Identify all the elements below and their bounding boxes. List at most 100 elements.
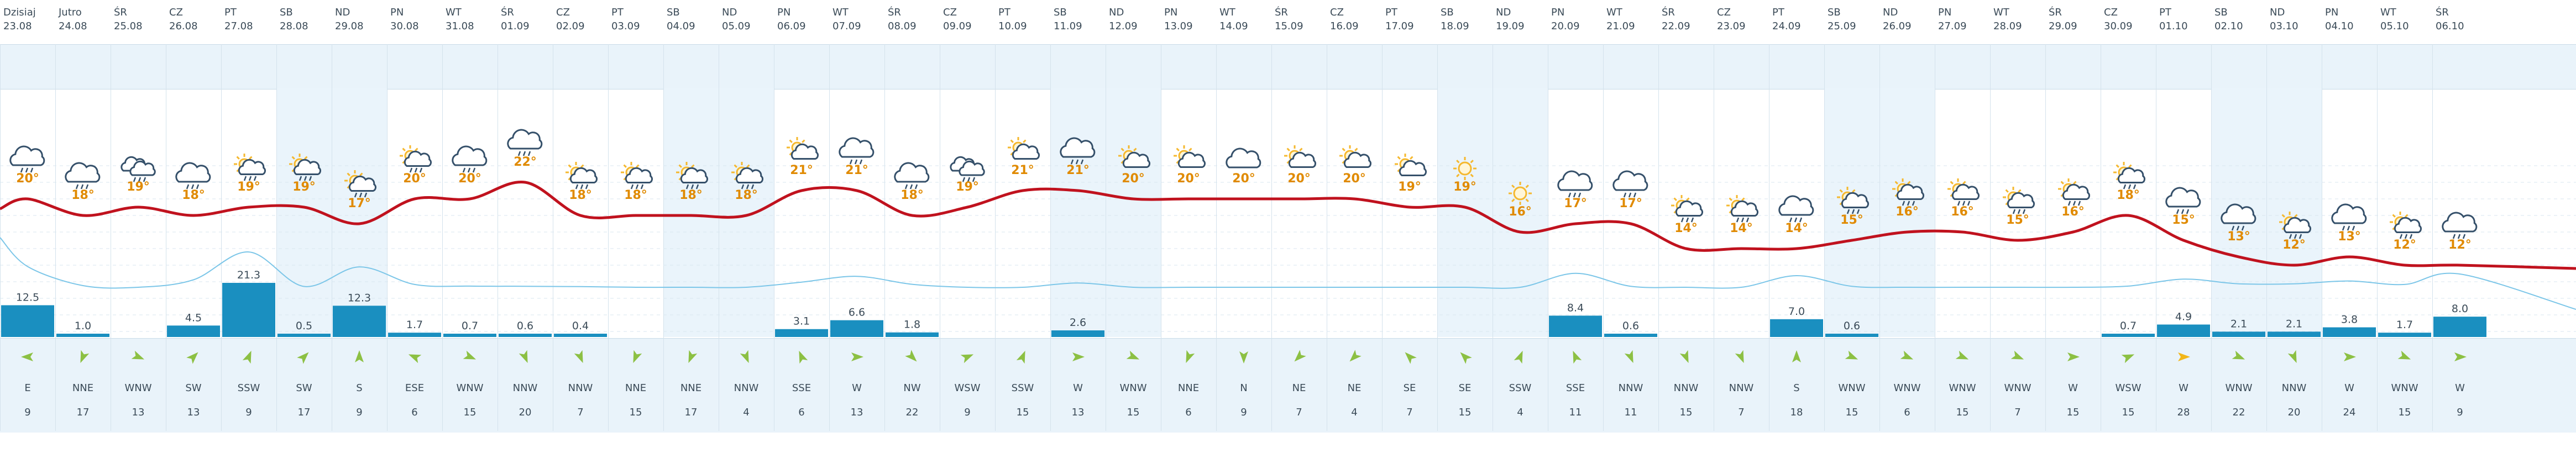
precip-value: 3.1 <box>793 315 810 328</box>
day-header-cell[interactable]: PT 01.10 <box>2156 0 2211 44</box>
sun-cloud-rain-icon <box>566 162 598 189</box>
day-header-cell[interactable]: ND 12.09 <box>1106 0 1161 44</box>
day-date: 26.08 <box>169 20 198 32</box>
day-header-cell[interactable]: ND 26.09 <box>1879 0 1935 44</box>
day-date: 29.09 <box>2049 20 2077 32</box>
cloud-rain-icon <box>1778 195 1814 223</box>
day-date: 23.09 <box>1717 20 1746 32</box>
wind-cell: WNW 15 <box>1935 338 1990 432</box>
day-header-cell[interactable]: Dzisiaj 23.08 <box>0 0 55 44</box>
day-header-cell[interactable]: ND 03.10 <box>2266 0 2322 44</box>
day-header-cell[interactable]: SB 28.08 <box>276 0 332 44</box>
day-header-cell[interactable]: PT 24.09 <box>1769 0 1824 44</box>
day-header-cell[interactable]: ŚR 01.09 <box>498 0 553 44</box>
day-date: 24.08 <box>59 20 87 32</box>
temperature-label: 18° <box>569 188 592 202</box>
wind-arrow-icon <box>55 348 111 366</box>
day-header-cell[interactable]: SB 02.10 <box>2211 0 2266 44</box>
day-date: 11.09 <box>1054 20 1082 32</box>
day-header-cell[interactable]: SB 18.09 <box>1437 0 1493 44</box>
day-header-cell[interactable]: ŚR 15.09 <box>1271 0 1327 44</box>
day-name: PT <box>224 7 237 18</box>
day-header-cell[interactable]: PT 17.09 <box>1382 0 1437 44</box>
day-header-cell[interactable]: SB 04.09 <box>663 0 719 44</box>
day-date: 01.10 <box>2159 20 2188 32</box>
day-header-cell[interactable]: WT 14.09 <box>1216 0 1271 44</box>
day-header-cell[interactable]: Jutro 24.08 <box>55 0 111 44</box>
wind-direction: SSW <box>1011 382 1034 394</box>
precip-value: 2.6 <box>1070 317 1086 329</box>
temperature-label: 14° <box>1674 222 1698 235</box>
sun-cloud-icon <box>1339 145 1371 168</box>
precip-bar <box>2212 331 2265 337</box>
day-date: 10.09 <box>998 20 1027 32</box>
day-header-cell[interactable]: ŚR 22.09 <box>1658 0 1714 44</box>
day-header-cell[interactable]: CZ 09.09 <box>940 0 995 44</box>
day-header-cell[interactable]: PT 27.08 <box>221 0 276 44</box>
wind-arrow-icon <box>940 348 995 366</box>
partly-cloudy-rain-icon <box>121 156 156 182</box>
day-header-cell[interactable]: ŚR 29.09 <box>2045 0 2101 44</box>
wind-direction: NW <box>903 382 921 394</box>
day-header-cell[interactable]: CZ 26.08 <box>166 0 221 44</box>
wind-arrow-icon <box>1216 348 1271 366</box>
day-header-row <box>0 44 2576 89</box>
day-header-cell[interactable]: PN 06.09 <box>774 0 829 44</box>
day-date: 21.09 <box>1606 20 1635 32</box>
precip-bar <box>56 334 109 337</box>
day-header-cell[interactable]: WT 21.09 <box>1603 0 1658 44</box>
day-header-cell[interactable]: ND 19.09 <box>1493 0 1548 44</box>
day-header-cell[interactable]: PN 27.09 <box>1935 0 1990 44</box>
column-divider <box>387 44 388 431</box>
day-header-cell[interactable]: WT 05.10 <box>2377 0 2432 44</box>
day-header-cell[interactable]: CZ 16.09 <box>1327 0 1382 44</box>
wind-arrow-icon <box>719 348 774 366</box>
day-header-cell[interactable]: ND 29.08 <box>332 0 387 44</box>
day-header-cell[interactable]: PT 10.09 <box>995 0 1050 44</box>
cloud-rain-icon <box>1557 170 1593 198</box>
sun-cloud-rain-icon <box>1837 187 1869 214</box>
wind-arrow-icon <box>276 348 332 366</box>
temperature-label: 18° <box>900 188 924 202</box>
day-header-cell[interactable]: PT 03.09 <box>608 0 663 44</box>
day-header-cell[interactable]: ŚR 25.08 <box>111 0 166 44</box>
day-header-cell[interactable]: CZ 02.09 <box>553 0 608 44</box>
day-header-cell[interactable]: ŚR 08.09 <box>884 0 940 44</box>
sun-cloud-rain-icon <box>1947 178 1980 206</box>
day-name: PN <box>2325 7 2339 18</box>
day-header-cell[interactable]: SB 25.09 <box>1824 0 1879 44</box>
day-header-cell[interactable]: ŚR 06.10 <box>2432 0 2488 44</box>
day-header-cell[interactable]: WT 07.09 <box>829 0 884 44</box>
wind-arrow-icon <box>1382 348 1437 366</box>
day-header-cell[interactable]: WT 28.09 <box>1990 0 2045 44</box>
wind-arrow-icon <box>2156 348 2211 366</box>
precip-value: 0.4 <box>572 320 589 332</box>
cloud-rain-icon <box>2331 203 2367 231</box>
wind-arrow-icon <box>1437 348 1493 366</box>
cloud-rain-icon <box>507 129 543 156</box>
day-name: PT <box>998 7 1010 18</box>
day-header-cell[interactable]: PN 30.08 <box>387 0 442 44</box>
day-header-cell[interactable]: PN 20.09 <box>1548 0 1603 44</box>
day-header-cell[interactable]: WT 31.08 <box>442 0 498 44</box>
day-header-cell[interactable]: ND 05.09 <box>719 0 774 44</box>
wind-cell: SSE 11 <box>1548 338 1603 432</box>
day-header-cell[interactable]: CZ 30.09 <box>2101 0 2156 44</box>
wind-direction: NNW <box>734 382 759 394</box>
temperature-label: 13° <box>2227 230 2250 244</box>
day-date: 02.09 <box>556 20 585 32</box>
temperature-label: 21° <box>1066 164 1090 177</box>
day-header-cell[interactable]: CZ 23.09 <box>1714 0 1769 44</box>
day-header-cell[interactable]: PN 13.09 <box>1161 0 1216 44</box>
precip-value: 21.3 <box>237 269 260 281</box>
wind-cell: NW 22 <box>884 338 940 432</box>
column-divider <box>276 44 277 431</box>
day-header-cell[interactable]: SB 11.09 <box>1050 0 1106 44</box>
wind-arrow-icon <box>332 348 387 366</box>
precip-bar <box>1 305 54 337</box>
day-name: ND <box>2270 7 2285 18</box>
wind-arrow-icon <box>1658 348 1714 366</box>
day-header-cell[interactable]: PN 04.10 <box>2322 0 2377 44</box>
